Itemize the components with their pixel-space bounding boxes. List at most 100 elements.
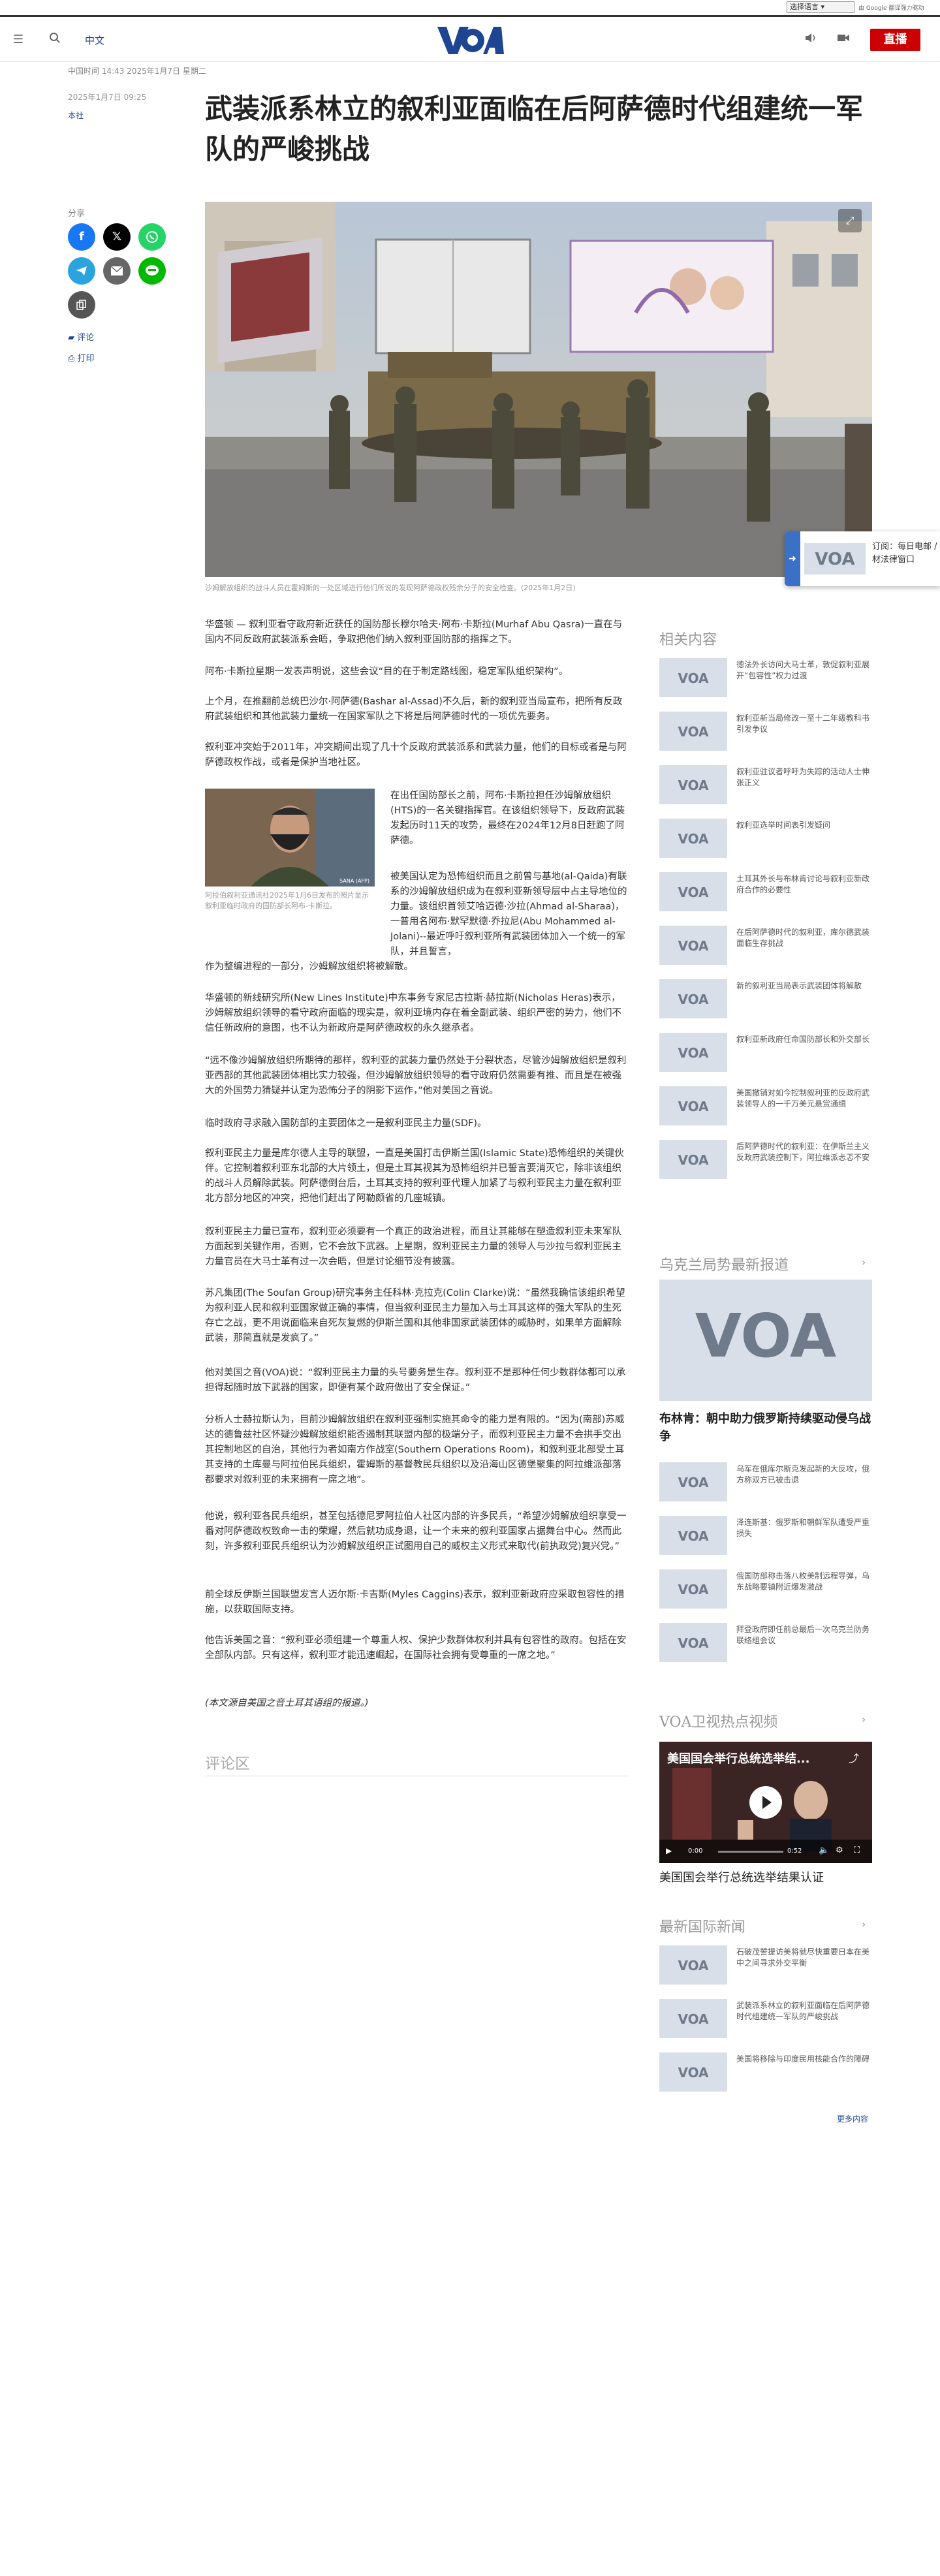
thumbnail[interactable]: VOA (659, 1623, 727, 1662)
fullscreen-icon[interactable]: ⛶ (854, 1846, 860, 1855)
byline-link[interactable]: 本社 (68, 111, 84, 120)
language-select[interactable]: 选择语言 ▾ (787, 1, 854, 13)
list-item[interactable]: VOA 美国将移除与印度民用核能合作的障碍 (659, 2051, 872, 2094)
thumbnail[interactable]: VOA (659, 1516, 727, 1555)
list-item-title[interactable]: 美国将移除与印度民用核能合作的障碍 (736, 2054, 870, 2064)
thumbnail[interactable]: VOA (659, 979, 727, 1018)
list-item-title[interactable]: 叙利亚新当局修改一至十二年级教科书引发争议 (736, 714, 870, 734)
list-item[interactable]: VOA 新的叙利亚当局表示武装团体将解散 (659, 978, 872, 1021)
thumbnail[interactable]: VOA (659, 712, 727, 751)
list-item[interactable]: VOA 德法外长访问大马士革，敦促叙利亚展开“包容性”权力过渡 (659, 657, 872, 700)
list-item[interactable]: VOA 石破茂誓提访美将就尽快重要日本在美中之间寻求外交平衡 (659, 1944, 872, 1987)
list-item-title[interactable]: 泽连斯基：俄罗斯和朝鲜军队遭受严重损失 (736, 1518, 870, 1538)
chevron-right-icon[interactable]: › (862, 1918, 866, 1930)
telegram-share-icon[interactable] (68, 257, 95, 285)
video-overlay-title: 美国国会举行总统选举结... (667, 1752, 810, 1766)
expand-image-icon[interactable]: ⤢ (838, 209, 862, 232)
share-icon[interactable]: ⤴ (849, 1752, 860, 1765)
site-language-link[interactable]: 中文 (85, 35, 105, 46)
thumbnail[interactable]: VOA (659, 1140, 727, 1179)
email-share-icon[interactable] (103, 257, 131, 285)
video-heading[interactable]: VOA卫视热点视频 (659, 1714, 778, 1731)
current-date: 中国时间 14:43 2025年1月7日 星期二 (68, 67, 206, 76)
video-progress[interactable] (718, 1851, 783, 1853)
thumbnail[interactable]: VOA (659, 1462, 727, 1501)
thumbnail[interactable]: VOA (659, 872, 727, 911)
video-icon[interactable] (836, 32, 851, 48)
svg-text:VOA: VOA (678, 992, 709, 1007)
thumbnail[interactable]: VOA (659, 1999, 727, 2038)
list-item-title[interactable]: 叙利亚新政府任命国防部长和外交部长 (736, 1035, 870, 1044)
list-item-title[interactable]: 后阿萨德时代的叙利亚：在伊斯兰主义反政府武装控制下，阿拉维派忐忑不安 (736, 1142, 870, 1162)
intl-heading[interactable]: 最新国际新闻 (659, 1919, 746, 1936)
play-icon[interactable] (749, 1786, 782, 1819)
voa-logo[interactable] (436, 24, 504, 57)
x-share-icon[interactable]: 𝕏 (103, 223, 131, 251)
list-item-title[interactable]: 乌军在俄库尔斯克发起新的大反攻，俄方称双方已被击退 (736, 1464, 870, 1484)
video-duration: 0:52 (787, 1847, 802, 1855)
thumbnail[interactable]: VOA (659, 1086, 727, 1125)
list-item-title[interactable]: 叙利亚选举时间表引发疑问 (736, 821, 831, 830)
whatsapp-share-icon[interactable] (138, 223, 166, 251)
list-item[interactable]: VOA 俄国防部称击落八枚美制远程导弹，乌东战略要镇附近爆发激战 (659, 1568, 872, 1611)
facebook-share-icon[interactable]: f (68, 223, 95, 251)
paragraph: 他说，叙利亚各民兵组织，甚至包括德尼罗阿拉伯人社区内部的许多民兵，“希望沙姆解放… (205, 1511, 627, 1552)
list-item-title[interactable]: 美国撤销对如今控制叙利亚的反政府武装领导人的一千万美元悬赏通缉 (736, 1088, 870, 1108)
list-item[interactable]: VOA 叙利亚驻议者呼吁为失踪的活动人士伸张正义 (659, 764, 872, 807)
list-item[interactable]: VOA 武装派系林立的叙利亚面临在后阿萨德时代组建统一军队的严峻挑战 (659, 1998, 872, 2041)
thumbnail[interactable]: VOA (659, 1033, 727, 1072)
settings-icon[interactable]: ⚙ (836, 1846, 843, 1855)
video-caption[interactable]: 美国国会举行总统选举结果认证 (659, 1871, 824, 1885)
thumbnail[interactable]: VOA (659, 658, 727, 697)
ukraine-heading[interactable]: 乌克兰局势最新报道 (659, 1257, 789, 1274)
thumbnail[interactable]: VOA (659, 926, 727, 965)
search-icon[interactable] (47, 32, 63, 48)
thumbnail[interactable]: VOA (659, 765, 727, 804)
paragraph: 苏凡集团(The Soufan Group)研究事务主任科林·克拉克(Colin… (205, 1288, 625, 1343)
list-item-title[interactable]: 新的叙利亚当局表示武装团体将解散 (736, 981, 862, 990)
chevron-right-icon[interactable]: › (862, 1713, 866, 1725)
list-item[interactable]: VOA 乌军在俄库尔斯克发起新的大反攻，俄方称双方已被击退 (659, 1461, 872, 1504)
inline-photo: SANA (AFP) (205, 789, 375, 887)
audio-icon[interactable] (803, 32, 819, 48)
list-item[interactable]: VOA 叙利亚新政府任命国防部长和外交部长 (659, 1031, 872, 1075)
ukraine-feature-title[interactable]: 布林肯：朝中助力俄罗斯持续驱动侵乌战争 (659, 1412, 871, 1443)
list-item[interactable]: VOA 叙利亚新当局修改一至十二年级教科书引发争议 (659, 710, 872, 753)
list-item-title[interactable]: 俄国防部称击落八枚美制远程导弹，乌东战略要镇附近爆发激战 (736, 1571, 870, 1592)
list-item[interactable]: VOA 叙利亚选举时间表引发疑问 (659, 817, 872, 860)
comments-link[interactable]: ▰ 评论 (68, 333, 95, 343)
video-player[interactable]: 美国国会举行总统选举结... ⤴ ▶ 0:00 0:52 🔈 ⚙ ⛶ (659, 1742, 872, 1863)
play-small-icon[interactable]: ▶ (666, 1846, 672, 1855)
list-item-title[interactable]: 在后阿萨德时代的叙利亚，库尔德武装面临生存挑战 (736, 928, 870, 948)
list-item-title[interactable]: 叙利亚驻议者呼吁为失踪的活动人士伸张正义 (736, 767, 870, 787)
list-item[interactable]: VOA 在后阿萨德时代的叙利亚，库尔德武装面临生存挑战 (659, 924, 872, 967)
list-item-title[interactable]: 石破茂誓提访美将就尽快重要日本在美中之间寻求外交平衡 (736, 1947, 870, 1968)
thumbnail[interactable]: VOA (659, 2052, 727, 2092)
translate-credit: 由 Google 翻译强力驱动 (858, 5, 924, 12)
list-item[interactable]: VOA 泽连斯基：俄罗斯和朝鲜军队遭受严重损失 (659, 1515, 872, 1558)
arrow-right-icon[interactable]: ➜ (785, 531, 800, 586)
volume-icon[interactable]: 🔈 (819, 1846, 830, 1855)
thumbnail[interactable]: VOA (659, 1569, 727, 1609)
copy-link-icon[interactable] (68, 291, 95, 319)
list-item[interactable]: VOA 拜登政府即任前总最后一次乌克兰防务联络组会议 (659, 1622, 872, 1665)
more-link[interactable]: 更多内容 (837, 2114, 869, 2124)
list-item[interactable]: VOA 美国撤销对如今控制叙利亚的反政府武装领导人的一千万美元悬赏通缉 (659, 1085, 872, 1128)
list-item[interactable]: VOA 后阿萨德时代的叙利亚：在伊斯兰主义反政府武装控制下，阿拉维派忐忑不安 (659, 1139, 872, 1182)
list-item-title[interactable]: 土耳其外长与布林肯讨论与叙利亚新政府合作的必要性 (736, 874, 870, 894)
menu-icon[interactable]: ☰ (12, 33, 24, 46)
thumbnail[interactable]: VOA (659, 819, 727, 858)
print-link[interactable]: ⎙ 打印 (68, 354, 95, 364)
live-button[interactable]: 直播 (870, 29, 920, 51)
list-item-title[interactable]: 拜登政府即任前总最后一次乌克兰防务联络组会议 (736, 1625, 870, 1645)
svg-text:VOA: VOA (678, 670, 709, 686)
subscribe-widget[interactable]: ➜ VOA 订阅：每日电邮 / 材法律窗口 (785, 531, 940, 586)
list-item-title[interactable]: 武装派系林立的叙利亚面临在后阿萨德时代组建统一军队的严峻挑战 (736, 2001, 870, 2021)
paragraph: 叙利亚民主力量是库尔德人主导的联盟，一直是美国打击伊斯兰国(Islamic St… (205, 1148, 624, 1204)
list-item-title[interactable]: 德法外长访问大马士革，敦促叙利亚展开“包容性”权力过渡 (736, 660, 870, 680)
chevron-right-icon[interactable]: › (862, 1256, 866, 1268)
list-item[interactable]: VOA 土耳其外长与布林肯讨论与叙利亚新政府合作的必要性 (659, 871, 872, 914)
thumbnail[interactable]: VOA (659, 1945, 727, 1985)
line-share-icon[interactable] (138, 257, 166, 285)
ukraine-feature-image[interactable]: VOA (659, 1280, 872, 1401)
